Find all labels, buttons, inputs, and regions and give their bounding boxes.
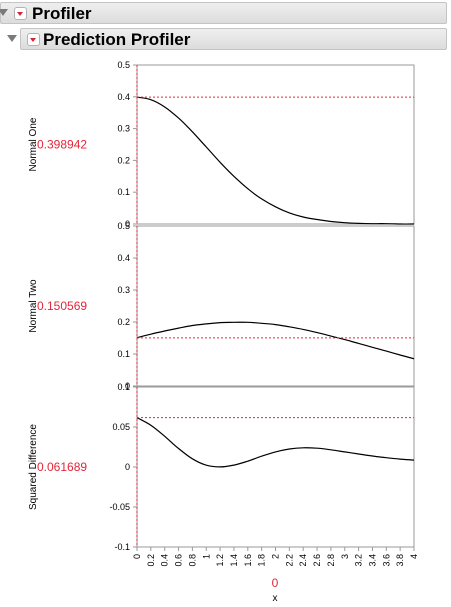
normal-two-axis-label: Normal Two <box>28 279 39 333</box>
y-tick-label: 0 <box>125 462 130 472</box>
x-tick-label: 3 <box>340 554 350 559</box>
y-tick-label: 0.5 <box>117 60 130 70</box>
x-tick-label: 1 <box>201 554 211 559</box>
normal-two-series-line <box>136 321 415 360</box>
normal-one-current-value: 0.398942 <box>37 138 87 152</box>
y-tick-label: 0.4 <box>117 253 130 263</box>
x-tick-label: 2.2 <box>284 554 294 567</box>
x-tick-label: 4 <box>409 554 419 559</box>
normal-two-current-value: 0.150569 <box>37 299 87 313</box>
squared-difference-axis-label: Squared Difference <box>28 424 39 510</box>
x-tick-label: 2.4 <box>298 554 308 567</box>
normal-two-panel-frame <box>136 225 415 387</box>
y-tick-label: 0 <box>125 219 130 229</box>
x-axis-label: x <box>273 593 278 604</box>
x-tick-label: 2 <box>271 554 281 559</box>
y-tick-label: 0.2 <box>117 155 130 165</box>
normal-one-series-line <box>136 96 415 225</box>
y-tick-label: 0.1 <box>117 187 130 197</box>
disclosure-triangle-icon[interactable] <box>0 9 8 16</box>
x-tick-label: 1.4 <box>229 554 239 567</box>
y-tick-label: 0.05 <box>112 422 130 432</box>
y-tick-label: 0.1 <box>117 382 130 392</box>
x-tick-label: 2.8 <box>326 554 336 567</box>
y-tick-label: 0.3 <box>117 285 130 295</box>
x-tick-label: 0.8 <box>187 554 197 567</box>
profiler-title: Profiler <box>32 4 92 23</box>
x-tick-label: 0.4 <box>160 554 170 567</box>
y-tick-label: -0.05 <box>109 502 130 512</box>
x-tick-label: 0.6 <box>174 554 184 567</box>
y-tick-label: 0 <box>125 381 130 391</box>
x-tick-label: 1.2 <box>215 554 225 567</box>
profiler-header[interactable]: Profiler <box>0 2 447 24</box>
x-tick-label: 3.2 <box>354 554 364 567</box>
x-tick-label: 2.6 <box>312 554 322 567</box>
y-tick-label: 0.3 <box>117 124 130 134</box>
red-triangle-menu-icon[interactable] <box>27 33 40 46</box>
x-tick-label: 0 <box>132 554 142 559</box>
x-tick-label: 1.6 <box>243 554 253 567</box>
x-tick-label: 3.8 <box>395 554 405 567</box>
x-tick-label: 0.2 <box>146 554 156 567</box>
red-triangle-menu-icon[interactable] <box>14 7 27 20</box>
x-tick-label: 3.6 <box>381 554 391 567</box>
prediction-profiler-header[interactable]: Prediction Profiler <box>7 28 447 50</box>
y-tick-label: 0.1 <box>117 349 130 359</box>
x-current-value[interactable]: 0 <box>272 576 279 590</box>
y-tick-label: 0.2 <box>117 317 130 327</box>
y-tick-label: 0.4 <box>117 92 130 102</box>
squared-difference-series-line <box>136 417 415 468</box>
y-tick-label: 0.5 <box>117 221 130 231</box>
squared-difference-panel-frame <box>136 386 415 548</box>
normal-one-panel-frame <box>136 64 415 225</box>
squared-difference-current-value: 0.061689 <box>37 460 87 474</box>
x-tick-label: 3.4 <box>367 554 377 567</box>
prediction-profiler-title: Prediction Profiler <box>43 30 191 49</box>
y-tick-label: -0.1 <box>114 542 130 552</box>
disclosure-triangle-icon[interactable] <box>7 35 17 42</box>
normal-one-axis-label: Normal One <box>28 117 39 171</box>
x-tick-label: 1.8 <box>257 554 267 567</box>
